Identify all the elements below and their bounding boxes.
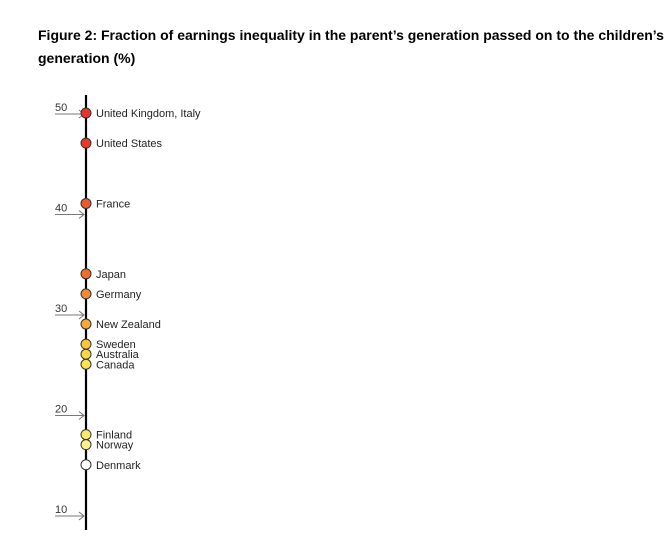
point-label: Norway [96,440,134,452]
data-point [80,459,92,471]
point-label: Australia [96,349,140,361]
data-point [80,348,92,360]
point-label: Denmark [96,460,141,472]
point-label: United Kingdom, Italy [96,108,201,120]
point-label: New Zealand [96,319,161,331]
data-point [80,338,92,350]
tick-label: 20 [55,404,67,416]
point-label: Sweden [96,339,136,351]
data-point [80,107,92,119]
data-point [80,439,92,451]
tick-arrowhead [78,210,85,219]
point-label: Canada [96,359,135,371]
tick-arrowhead [78,310,85,320]
data-point [80,358,92,370]
data-point [80,268,92,280]
tick-label: 10 [55,504,67,516]
data-point [80,288,92,300]
data-point [80,318,92,330]
point-label: France [96,198,130,210]
point-label: Germany [96,289,142,301]
point-label: Japan [96,269,126,281]
chart-title: Figure 2: Fraction of earnings inequalit… [38,27,664,66]
tick-label: 30 [55,303,67,315]
tick-arrowhead [78,411,85,420]
data-point [80,137,92,149]
point-label: United States [96,138,163,150]
point-label: Finland [96,430,132,442]
data-point [80,429,92,441]
tick-label: 40 [55,203,67,215]
tick-label: 50 [55,102,67,114]
data-point [80,197,92,209]
tick-arrowhead [78,511,85,521]
